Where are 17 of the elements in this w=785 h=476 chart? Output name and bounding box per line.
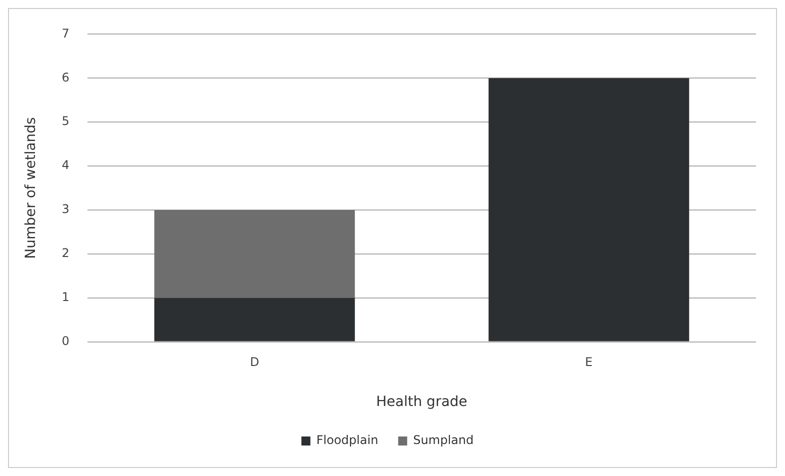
y-tick-label: 3 <box>62 202 70 216</box>
bar <box>488 78 690 342</box>
y-tick-label: 6 <box>62 70 70 84</box>
y-tick-label: 5 <box>62 114 70 128</box>
y-tick-label: 4 <box>62 158 70 172</box>
y-tick-label: 1 <box>62 290 70 304</box>
y-tick-label: 2 <box>62 246 70 260</box>
x-axis-title: Health grade <box>376 394 468 410</box>
x-tick-label: D <box>250 355 260 370</box>
x-tick-label: E <box>585 355 593 370</box>
legend-label: Sumpland <box>413 433 474 448</box>
y-tick-label: 7 <box>62 26 70 40</box>
y-tick-label: 0 <box>62 334 70 348</box>
legend-label: Floodplain <box>316 433 378 448</box>
bar <box>154 210 355 298</box>
y-axis-title: Number of wetlands <box>23 117 40 259</box>
bar <box>154 298 355 342</box>
